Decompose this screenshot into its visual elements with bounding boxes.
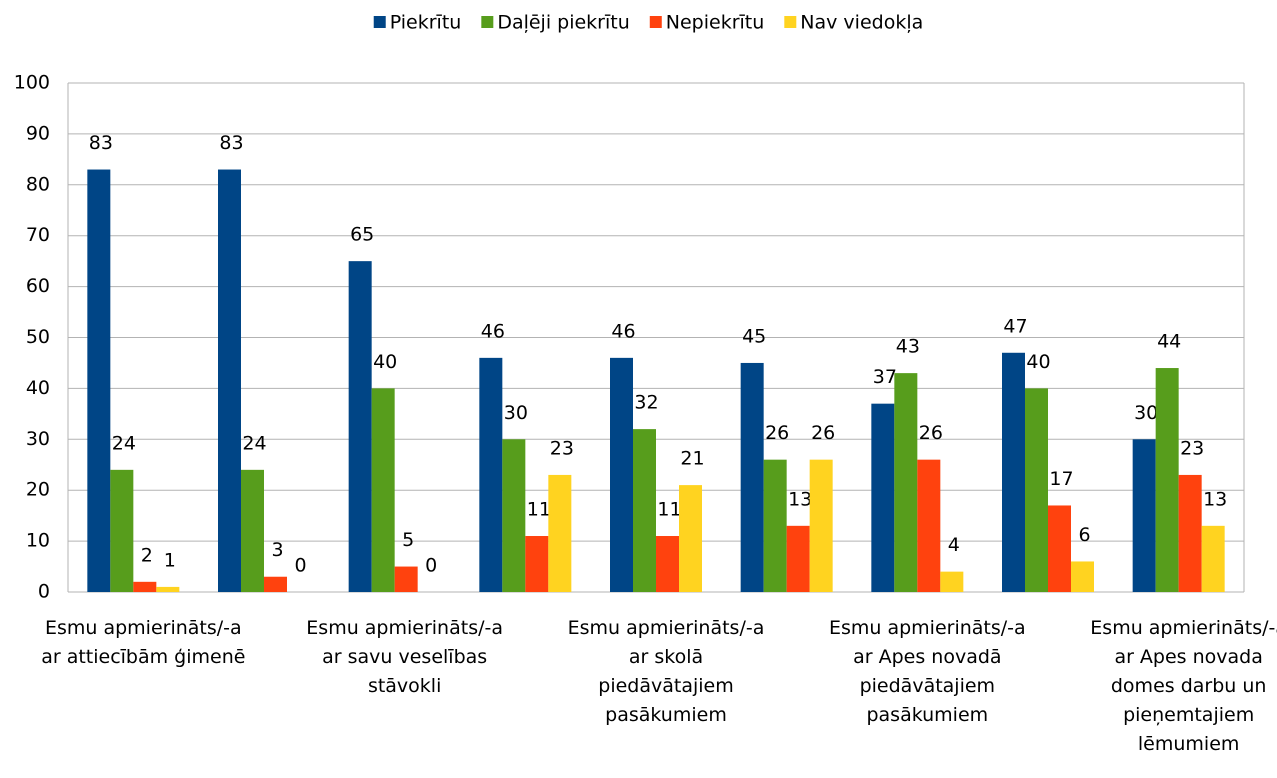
data-label: 26 [811,422,835,444]
data-label: 43 [896,336,920,358]
data-label: 32 [634,392,658,414]
legend-label: Nav viedokļa [800,12,923,34]
bar [156,586,180,592]
bar [371,388,395,592]
data-label: 30 [504,402,528,424]
data-label: 40 [373,351,397,373]
legend-swatch [481,16,494,28]
bar [133,581,157,592]
bar [1025,388,1048,592]
data-label: 26 [765,422,789,444]
y-tick-label: 50 [26,326,50,348]
x-tick-label: Esmu apmierināts/-a ar Apes novadā piedā… [828,617,1026,726]
bar [894,373,918,592]
data-label: 2 [141,544,153,566]
legend-swatch [784,16,797,28]
bar [1132,439,1156,592]
data-label: 5 [402,529,414,551]
bar [633,429,656,592]
bar [1071,561,1094,592]
x-tick-label: Esmu apmierināts/-a ar attiecībām ģimenē [41,617,246,668]
data-label: 83 [219,132,243,154]
y-tick-label: 20 [26,479,50,501]
data-label: 24 [242,432,266,454]
data-label: 3 [271,539,283,561]
bar [786,525,810,592]
bar [871,403,895,592]
data-label: 40 [1026,351,1050,373]
data-label: 65 [350,224,374,246]
data-label: 4 [948,534,960,556]
data-label: 24 [112,432,136,454]
bar [917,459,941,592]
bar [548,474,572,592]
bar [525,536,549,592]
bar [656,536,679,592]
bar [479,357,503,592]
data-label: 45 [742,325,766,347]
bar [1155,368,1179,592]
x-tick-label: Esmu apmierināts/-a ar savu veselības st… [306,617,503,697]
y-tick-label: 100 [14,72,50,94]
bar [1178,474,1202,592]
data-label: 17 [1049,468,1073,490]
legend-label: Daļēji piekrītu [497,12,629,34]
data-label: 13 [1203,488,1227,510]
data-label: 11 [657,499,681,521]
legend-label: Piekrītu [390,12,462,34]
data-label: 0 [425,555,437,577]
data-label: 37 [873,366,897,388]
bar [110,469,134,592]
bar [679,485,702,592]
data-label: 11 [527,499,551,521]
bar [218,169,241,592]
data-label: 1 [164,549,176,571]
bar [1048,505,1071,592]
data-label: 47 [1003,315,1027,337]
bar [740,362,764,592]
bar [610,357,633,592]
bar [1002,352,1025,592]
y-tick-label: 90 [26,122,50,144]
data-label: 23 [1180,437,1204,459]
bar [502,439,526,592]
legend-swatch [373,16,386,28]
data-label: 46 [611,320,635,342]
bar [940,571,964,592]
bar [809,459,833,592]
y-tick-label: 0 [38,581,50,603]
bar [394,566,418,592]
bar [1201,525,1225,592]
data-label: 30 [1134,402,1158,424]
data-label: 44 [1157,331,1181,353]
y-tick-label: 60 [26,275,50,297]
data-label: 6 [1078,524,1090,546]
data-label: 26 [919,422,943,444]
y-tick-label: 70 [26,224,50,246]
bar [87,169,111,592]
y-tick-label: 40 [26,377,50,399]
legend-label: Nepiekrītu [666,12,765,34]
legend-swatch [649,16,662,28]
data-label: 0 [294,555,306,577]
data-label: 21 [680,448,704,470]
bar [241,469,264,592]
bar [348,261,372,592]
data-label: 83 [89,132,113,154]
data-label: 46 [481,320,505,342]
y-tick-label: 30 [26,428,50,450]
data-label: 13 [788,488,812,510]
data-label: 23 [550,437,574,459]
bar [264,576,287,592]
bar [763,459,787,592]
y-tick-label: 80 [26,173,50,195]
x-tick-label: Esmu apmierināts/-a ar Apes novada domes… [1090,617,1277,755]
y-tick-label: 10 [26,530,50,552]
x-tick-label: Esmu apmierināts/-a ar skolā piedāvātaji… [567,617,765,726]
